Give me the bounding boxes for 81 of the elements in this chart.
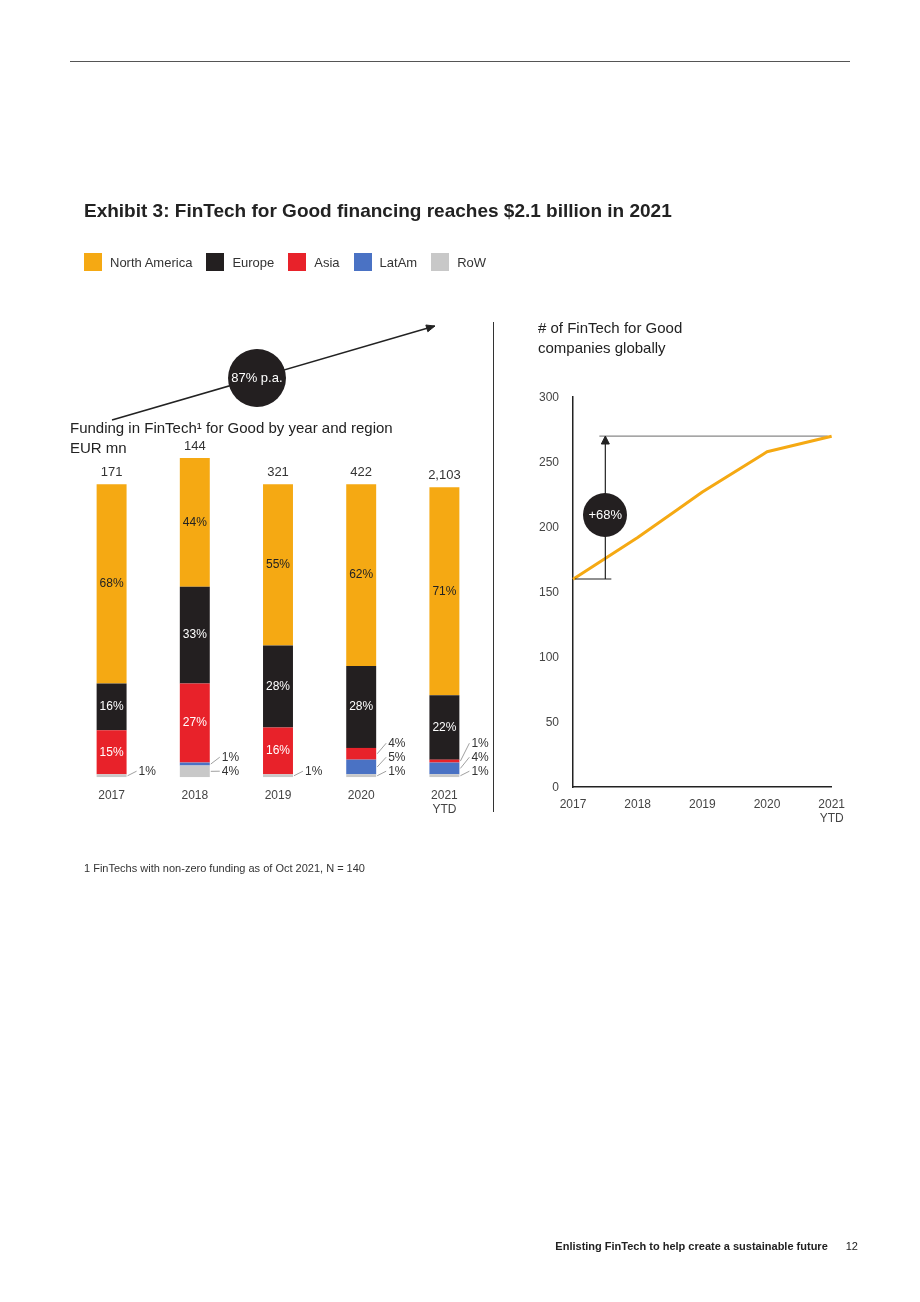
data-label: 28% (349, 699, 374, 714)
bar (429, 762, 460, 775)
y-axis-title: EUR mn (70, 439, 127, 457)
data-label: 4% (221, 763, 240, 778)
y-tick-label: 250 (538, 454, 560, 469)
annotation: 321 (267, 463, 289, 479)
legend-label: RoW (457, 254, 487, 270)
x-tick-label: 2019 (688, 796, 717, 811)
x-tick-label: 2017 (559, 796, 587, 811)
data-label: 16% (265, 743, 291, 758)
bar (346, 665, 377, 748)
x-tick-label: 2017 (98, 787, 126, 802)
chart-title: Exhibit 3: FinTech for Good financing reaches $2.1 billion in 2021 (84, 200, 672, 222)
bar (429, 759, 460, 763)
data-label: 16% (99, 699, 124, 714)
legend-label: LatAm (379, 254, 418, 270)
bar (346, 774, 377, 778)
chart-title: # of FinTech for Good companies globally (538, 318, 684, 358)
bar (346, 747, 377, 760)
text: 1 FinTechs with non-zero funding as of Oct 2021, N = 140 (84, 862, 365, 874)
x-tick-label: 2020 (753, 796, 781, 811)
data-label: 22% (432, 719, 457, 734)
data-label: 4% (388, 735, 406, 750)
data-label: 68% (99, 576, 124, 591)
legend-label: North America (110, 254, 193, 270)
x-tick-label: 2021 YTD (818, 796, 846, 826)
annotation: 144 (183, 437, 206, 453)
annotation: 171 (100, 463, 123, 479)
bar (346, 484, 377, 666)
data-label: 1% (304, 763, 323, 778)
annotation: 2,103 (428, 466, 461, 482)
data-label: 4% (471, 749, 490, 764)
x-tick-label: 2021 YTD (431, 787, 459, 817)
y-tick-label: 150 (538, 584, 560, 599)
bar (429, 774, 460, 778)
bar (263, 774, 293, 778)
x-tick-label: 2018 (624, 796, 652, 811)
bar (263, 484, 293, 646)
data-label: 44% (182, 514, 208, 529)
data-label: 1% (471, 763, 490, 778)
bar (346, 759, 377, 775)
bar (179, 586, 210, 684)
data-label: 71% (432, 583, 457, 598)
bar (179, 683, 210, 763)
bar (96, 774, 127, 778)
bar (96, 683, 127, 731)
bar (429, 695, 460, 760)
data-label: 55% (265, 557, 291, 572)
data-label: 28% (265, 678, 291, 693)
data-label: 5% (388, 749, 406, 764)
bar (263, 727, 293, 775)
annotation: 422 (350, 463, 373, 479)
y-tick-label: 50 (545, 714, 560, 729)
circle-badge: 87% p.a. (227, 348, 286, 407)
legend-label: Asia (314, 254, 340, 270)
data-label: 1% (221, 749, 240, 764)
bar (179, 765, 210, 778)
y-tick-label: 200 (538, 519, 560, 534)
y-tick-label: 100 (538, 649, 560, 664)
data-label: 62% (349, 567, 374, 582)
data-label: 15% (99, 744, 124, 759)
data-label: 1% (471, 735, 490, 750)
chart-subtitle: Funding in FinTech¹ for Good by year and region (70, 419, 393, 437)
data-label: 1% (138, 763, 157, 778)
x-tick-label: 2018 (181, 787, 209, 802)
bar (96, 484, 127, 684)
y-tick-label: 0 (552, 779, 560, 794)
data-label: 33% (182, 627, 208, 642)
x-tick-label: 2019 (264, 787, 292, 802)
x-tick-label: 2020 (347, 787, 375, 802)
data-label: 1% (388, 763, 406, 778)
text: 12 (845, 1240, 858, 1252)
legend-label: Europe (232, 254, 275, 270)
text: Enlisting FinTech to help create a sustainable future (555, 1240, 828, 1252)
data-label: 27% (182, 715, 208, 730)
bar (179, 458, 210, 587)
bar (96, 730, 127, 775)
bar (263, 645, 293, 728)
bar (429, 487, 460, 696)
circle-badge: +68% (583, 492, 628, 537)
y-tick-label: 300 (538, 389, 560, 404)
